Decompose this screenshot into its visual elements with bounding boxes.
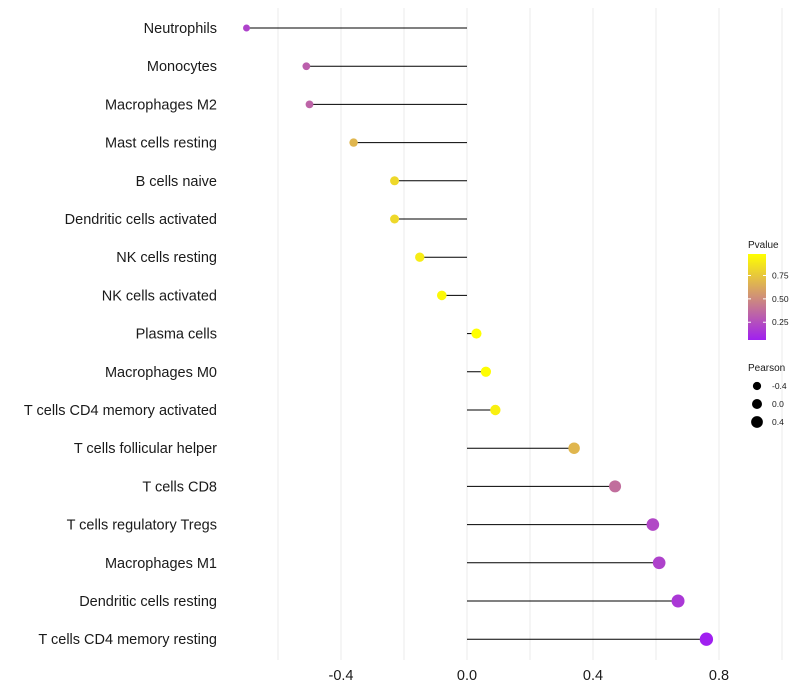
lollipop-point — [349, 138, 358, 147]
y-axis-label: T cells CD4 memory resting — [38, 632, 217, 648]
y-axis-label: T cells CD4 memory activated — [24, 403, 217, 419]
y-axis-label: Dendritic cells resting — [79, 594, 217, 610]
lollipop-point — [490, 404, 501, 416]
lollipop-point — [699, 632, 714, 646]
y-axis-label: Plasma cells — [136, 327, 217, 343]
lollipop-point — [415, 252, 425, 262]
x-tick-label: 0.8 — [709, 668, 729, 684]
lollipop-point — [646, 518, 660, 531]
y-axis-label: Dendritic cells activated — [65, 212, 217, 228]
y-axis-labels: Neutrophils Monocytes Macrophages M2 Mast c… — [24, 21, 217, 648]
pvalue-legend: Pvalue 0.75 0.50 0.25 — [748, 240, 789, 340]
size-legend-label: 0.0 — [772, 399, 784, 409]
pvalue-legend-title: Pvalue — [748, 240, 779, 251]
lollipop-points — [243, 24, 714, 646]
lollipop-point — [390, 176, 400, 186]
y-axis-label: Monocytes — [147, 59, 217, 75]
x-tick-label: -0.4 — [329, 668, 354, 684]
lollipop-segments — [246, 27, 707, 640]
colorbar-tick-label: 0.75 — [772, 271, 789, 281]
y-axis-label: Neutrophils — [144, 21, 217, 37]
colorbar-tick-label: 0.25 — [772, 317, 789, 327]
size-legend-label: -0.4 — [772, 381, 787, 391]
size-legend-label: 0.4 — [772, 417, 784, 427]
lollipop-point — [671, 594, 685, 608]
lollipop-point — [652, 556, 666, 570]
y-axis-label: NK cells resting — [116, 250, 217, 266]
lollipop-point — [609, 480, 622, 493]
lollipop-point — [390, 214, 400, 224]
lollipop-point — [302, 62, 311, 71]
lollipop-point — [243, 24, 250, 32]
x-axis-ticks: -0.4 0.0 0.4 0.8 — [329, 668, 730, 684]
size-legend-dot — [752, 381, 762, 391]
pearson-legend: Pearson -0.4 0.0 0.4 — [748, 363, 787, 428]
lollipop-point — [471, 328, 482, 339]
size-legend-dot — [751, 416, 763, 428]
y-axis-label: Macrophages M1 — [105, 556, 217, 572]
y-axis-label: T cells follicular helper — [74, 441, 217, 457]
size-legend-dot — [752, 399, 762, 409]
y-axis-label: Mast cells resting — [105, 136, 217, 152]
y-axis-label: Macrophages M2 — [105, 97, 217, 113]
lollipop-point — [305, 100, 314, 109]
y-axis-label: T cells regulatory Tregs — [67, 518, 217, 534]
lollipop-point — [568, 442, 580, 454]
grid-lines — [277, 8, 783, 660]
pvalue-colorbar — [748, 254, 766, 340]
pearson-legend-title: Pearson — [748, 363, 785, 374]
lollipop-point — [436, 290, 447, 301]
x-tick-label: 0.0 — [457, 668, 477, 684]
lollipop-point — [480, 366, 492, 377]
y-axis-label: T cells CD8 — [142, 479, 217, 495]
x-tick-label: 0.4 — [583, 668, 603, 684]
y-axis-label: NK cells activated — [102, 288, 217, 304]
y-axis-label: B cells naive — [136, 174, 217, 190]
y-axis-label: Macrophages M0 — [105, 365, 217, 381]
colorbar-tick-label: 0.50 — [772, 294, 789, 304]
